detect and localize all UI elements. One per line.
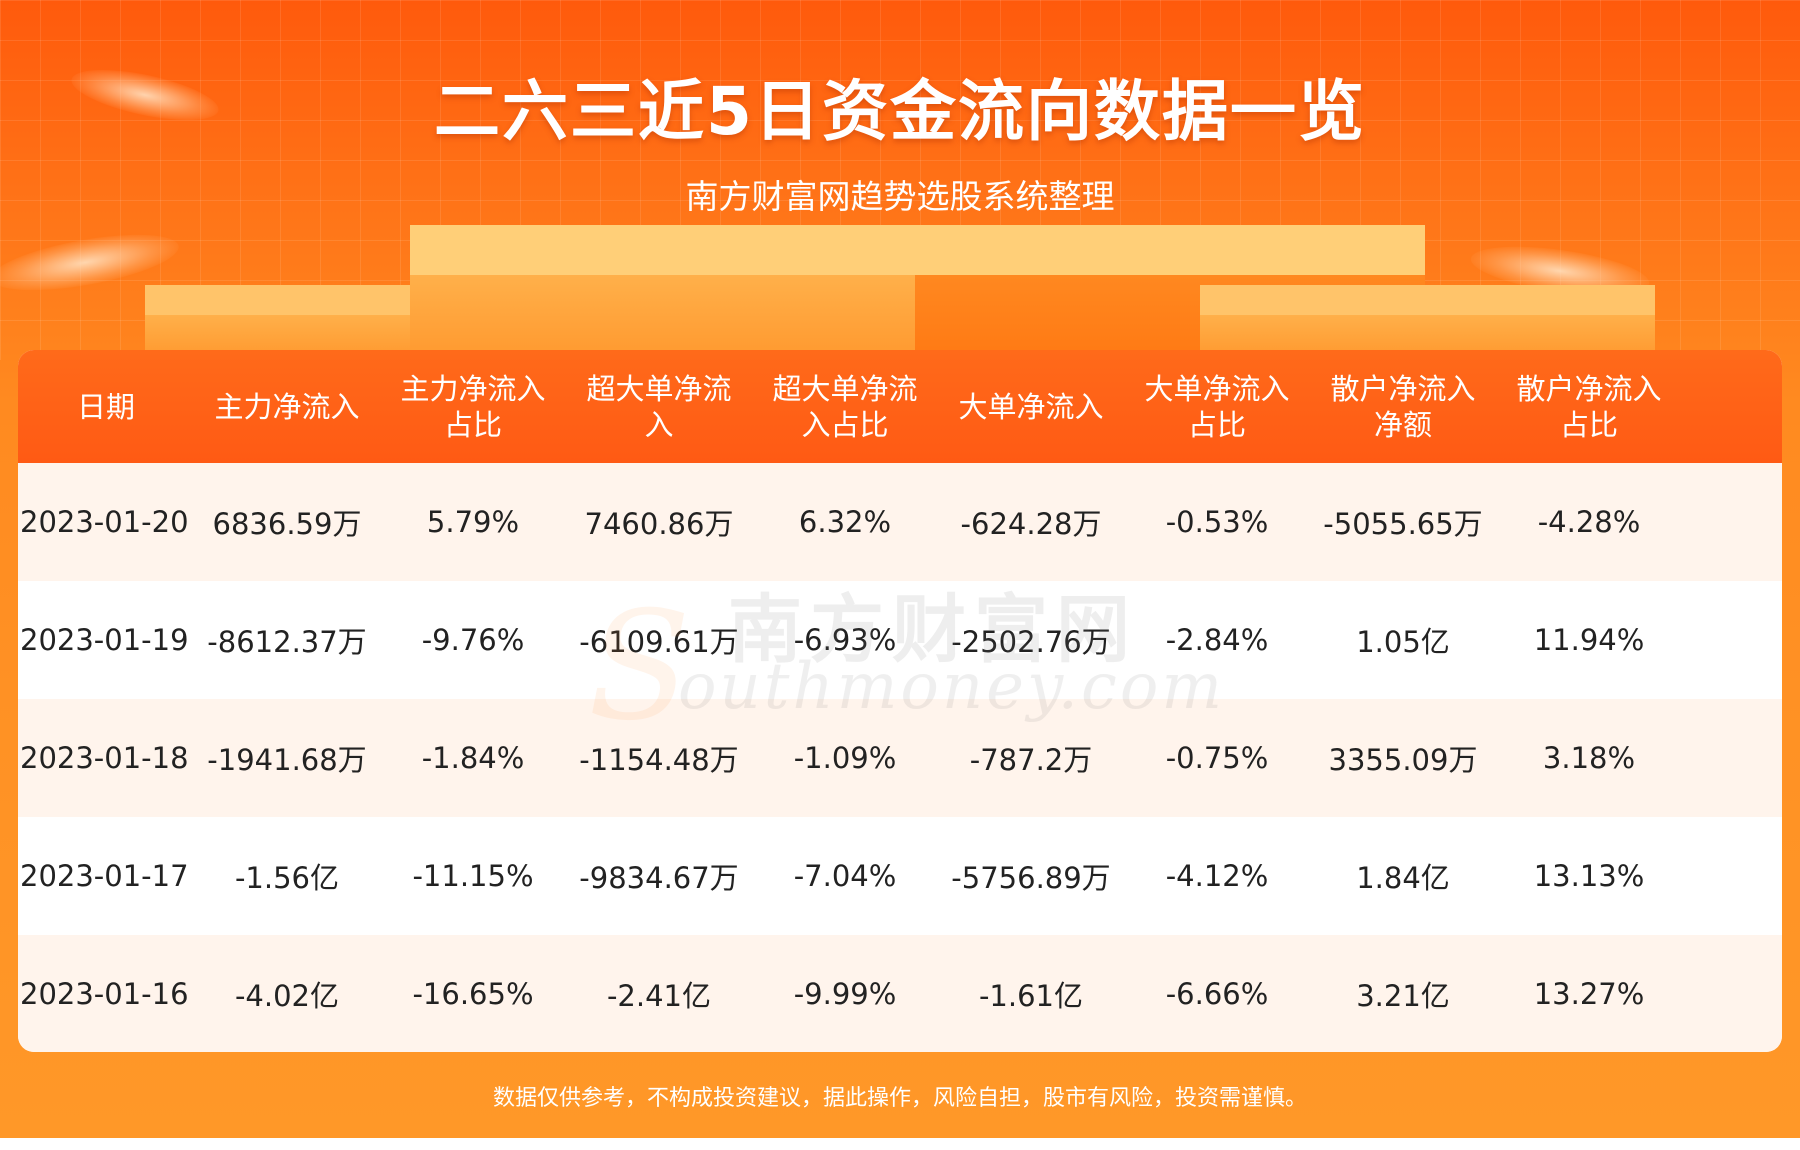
table-header: 日期 主力净流入 主力净流入 占比 超大单净流 入 超大单净流 入占比 大单净流… (18, 350, 1782, 463)
cell-main-net-inflow-ratio: -1.84% (421, 741, 525, 775)
table-row: 2023-01-17 -1.56亿 -11.15% -9834.67万 -7.0… (18, 817, 1782, 935)
cell-retail-net-inflow-ratio: 11.94% (1533, 623, 1645, 657)
page-subtitle: 南方财富网趋势选股系统整理 (685, 177, 1115, 216)
cell-retail-net-inflow-ratio: -4.28% (1537, 505, 1641, 539)
cell-large-order-net-inflow: -5756.89万 (951, 861, 1111, 895)
cell-large-order-net-inflow-ratio: -6.66% (1165, 977, 1269, 1011)
page-title: 二六三近5日资金流向数据一览 (434, 73, 1366, 150)
cell-large-order-net-inflow-ratio: -2.84% (1165, 623, 1269, 657)
cell-retail-net-inflow-amount: 3355.09万 (1328, 743, 1478, 777)
cell-main-net-inflow: -4.02亿 (234, 979, 340, 1013)
cell-retail-net-inflow-amount: 1.84亿 (1356, 861, 1450, 895)
column-header-large-order-net-inflow: 大单净流入 (958, 389, 1104, 424)
table-row: 2023-01-18 -1941.68万 -1.84% -1154.48万 -1… (18, 699, 1782, 817)
cell-date: 2023-01-17 (20, 859, 189, 893)
cell-retail-net-inflow-ratio: 3.18% (1542, 741, 1636, 775)
cell-xl-order-net-inflow-ratio: -7.04% (793, 859, 897, 893)
cell-xl-order-net-inflow: -1154.48万 (579, 743, 739, 777)
column-header-xl-order-net-inflow-ratio: 超大单净流 入占比 (772, 371, 918, 442)
cell-date: 2023-01-19 (20, 623, 189, 657)
cell-main-net-inflow-ratio: 5.79% (426, 505, 520, 539)
column-header-main-net-inflow-ratio: 主力净流入 占比 (400, 371, 546, 442)
cell-retail-net-inflow-amount: 3.21亿 (1356, 979, 1450, 1013)
cell-xl-order-net-inflow: -9834.67万 (579, 861, 739, 895)
table-row: 2023-01-20 6836.59万 5.79% 7460.86万 6.32%… (18, 463, 1782, 581)
cell-xl-order-net-inflow-ratio: -9.99% (793, 977, 897, 1011)
cell-large-order-net-inflow: -1.61亿 (978, 979, 1084, 1013)
table-row: 2023-01-16 -4.02亿 -16.65% -2.41亿 -9.99% … (18, 935, 1782, 1052)
decorative-block-right (1200, 285, 1655, 355)
cell-main-net-inflow-ratio: -16.65% (412, 977, 534, 1011)
bottom-strip (0, 1138, 1800, 1150)
column-header-xl-order-net-inflow: 超大单净流 入 (586, 371, 732, 442)
cell-xl-order-net-inflow: 7460.86万 (584, 507, 734, 541)
cell-retail-net-inflow-amount: 1.05亿 (1356, 625, 1450, 659)
cell-main-net-inflow: -8612.37万 (207, 625, 367, 659)
cell-main-net-inflow: -1941.68万 (207, 743, 367, 777)
cell-large-order-net-inflow: -624.28万 (960, 507, 1102, 541)
cell-main-net-inflow: 6836.59万 (212, 507, 362, 541)
cell-xl-order-net-inflow-ratio: -1.09% (793, 741, 897, 775)
cell-large-order-net-inflow-ratio: -0.53% (1165, 505, 1269, 539)
cell-retail-net-inflow-amount: -5055.65万 (1323, 507, 1483, 541)
cell-date: 2023-01-16 (20, 977, 189, 1011)
column-header-date: 日期 (76, 389, 135, 424)
cell-main-net-inflow-ratio: -9.76% (421, 623, 525, 657)
cell-xl-order-net-inflow-ratio: -6.93% (793, 623, 897, 657)
column-header-retail-net-inflow-ratio: 散户净流入 占比 (1516, 371, 1662, 442)
cell-large-order-net-inflow: -2502.76万 (951, 625, 1111, 659)
cell-xl-order-net-inflow: -2.41亿 (606, 979, 712, 1013)
cell-xl-order-net-inflow-ratio: 6.32% (798, 505, 892, 539)
cell-date: 2023-01-18 (20, 741, 189, 775)
cell-retail-net-inflow-ratio: 13.13% (1533, 859, 1645, 893)
cell-date: 2023-01-20 (20, 505, 189, 539)
table-row: 2023-01-19 -8612.37万 -9.76% -6109.61万 -6… (18, 581, 1782, 699)
fund-flow-table: 日期 主力净流入 主力净流入 占比 超大单净流 入 超大单净流 入占比 大单净流… (18, 350, 1782, 1052)
cell-xl-order-net-inflow: -6109.61万 (579, 625, 739, 659)
cell-main-net-inflow-ratio: -11.15% (412, 859, 534, 893)
column-header-main-net-inflow: 主力净流入 (214, 389, 360, 424)
cell-large-order-net-inflow: -787.2万 (969, 743, 1093, 777)
cell-main-net-inflow: -1.56亿 (234, 861, 340, 895)
cell-large-order-net-inflow-ratio: -4.12% (1165, 859, 1269, 893)
column-header-retail-net-inflow-amount: 散户净流入 净额 (1330, 371, 1476, 442)
cell-retail-net-inflow-ratio: 13.27% (1533, 977, 1645, 1011)
column-header-large-order-net-inflow-ratio: 大单净流入 占比 (1144, 371, 1290, 442)
cell-large-order-net-inflow-ratio: -0.75% (1165, 741, 1269, 775)
disclaimer: 数据仅供参考，不构成投资建议，据此操作，风险自担，股市有风险，投资需谨慎。 (492, 1086, 1307, 1111)
